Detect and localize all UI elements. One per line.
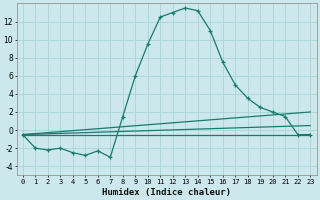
X-axis label: Humidex (Indice chaleur): Humidex (Indice chaleur) [102,188,231,197]
